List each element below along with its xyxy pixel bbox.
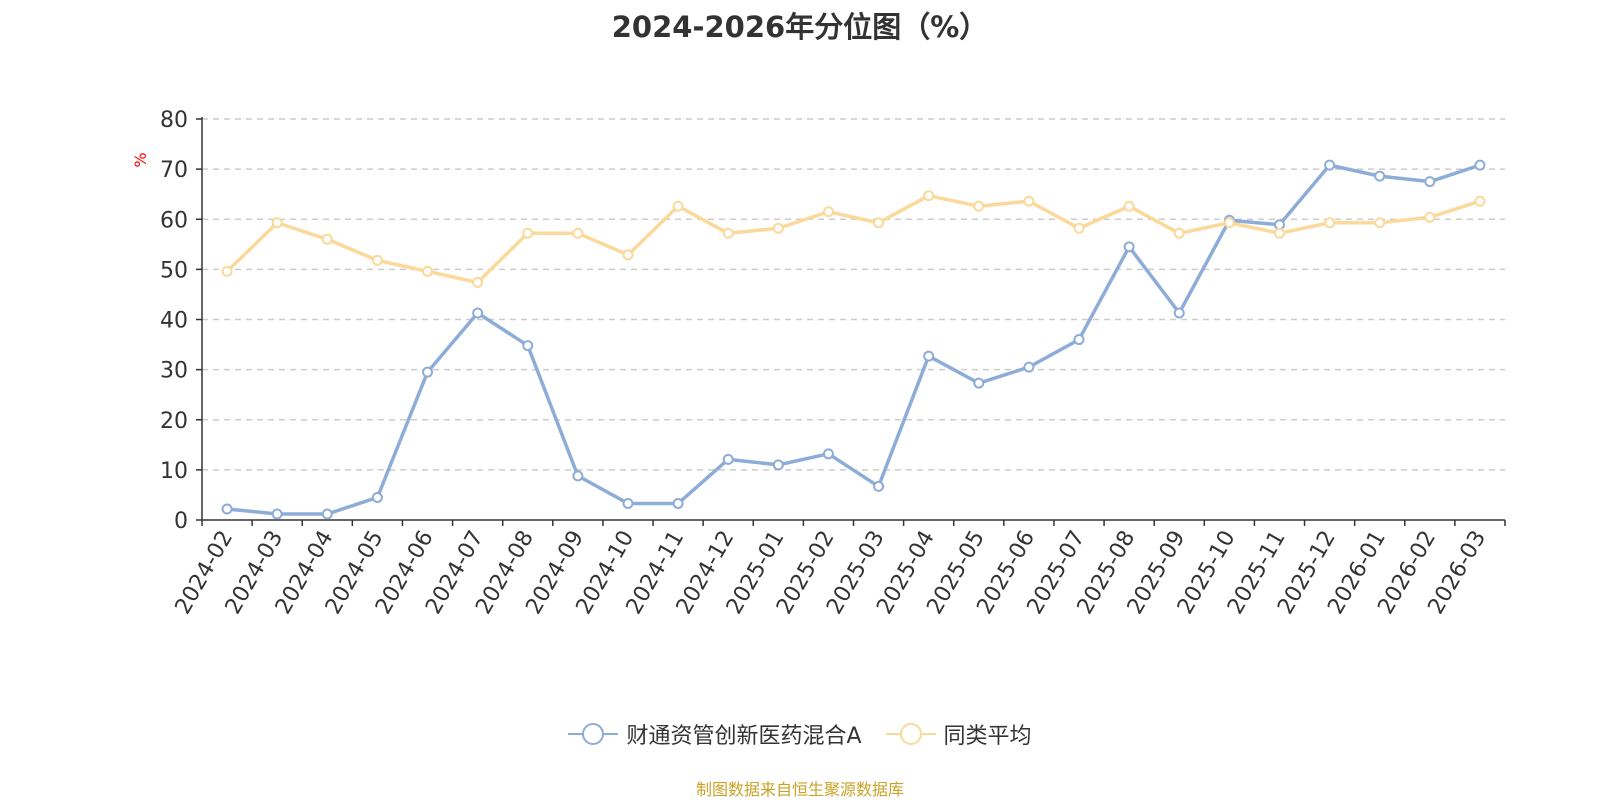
data-point <box>1374 170 1386 182</box>
y-tick-label: 30 <box>160 359 188 384</box>
data-point <box>1324 217 1336 229</box>
data-point <box>1424 211 1436 223</box>
data-point <box>1273 227 1285 239</box>
series-line-0 <box>226 163 1481 516</box>
data-point <box>873 480 885 492</box>
data-point <box>1223 217 1235 229</box>
legend-item[interactable]: 同类平均 <box>885 718 1032 750</box>
data-point <box>923 350 935 362</box>
source-note: 制图数据来自恒生聚源数据库 <box>695 780 904 799</box>
data-point <box>1173 307 1185 319</box>
data-point <box>321 233 333 245</box>
data-point <box>472 307 484 319</box>
data-point <box>1474 195 1486 207</box>
data-point <box>822 206 834 218</box>
data-point <box>672 200 684 212</box>
y-tick-label: 50 <box>160 258 188 283</box>
series-line-1 <box>225 193 1481 285</box>
data-point <box>422 366 434 378</box>
data-point <box>622 497 634 509</box>
data-point <box>221 265 233 277</box>
data-point <box>1123 200 1135 212</box>
tick-labels: 01020304050607080%2024-022024-032024-042… <box>131 108 1491 619</box>
data-point <box>622 249 634 261</box>
y-tick-label: 40 <box>160 309 188 334</box>
y-tick-label: 10 <box>160 459 188 484</box>
data-point <box>271 508 283 520</box>
data-point <box>772 222 784 234</box>
data-point <box>1374 217 1386 229</box>
data-point <box>422 265 434 277</box>
legend-label: 同类平均 <box>943 724 1032 749</box>
data-point <box>1123 241 1135 253</box>
data-point <box>722 453 734 465</box>
data-point <box>371 254 383 266</box>
legend: 财通资管创新医药混合A 同类平均 <box>0 718 1600 750</box>
data-point <box>1023 195 1035 207</box>
data-point <box>923 190 935 202</box>
data-point <box>973 377 985 389</box>
y-tick-label: 70 <box>160 158 188 183</box>
legend-marker-icon <box>885 723 936 745</box>
data-point <box>822 448 834 460</box>
data-point <box>1073 222 1085 234</box>
data-point <box>722 227 734 239</box>
legend-marker-icon <box>568 723 619 745</box>
data-point <box>1324 159 1336 171</box>
grid-lines <box>202 118 1505 471</box>
y-tick-label: 80 <box>160 108 188 133</box>
legend-label: 财通资管创新医药混合A <box>626 724 862 749</box>
data-point <box>1424 176 1436 188</box>
y-axis-label: % <box>131 152 150 167</box>
data-point <box>522 340 534 352</box>
y-tick-label: 60 <box>160 208 188 233</box>
data-point <box>772 459 784 471</box>
y-tick-label: 20 <box>160 409 188 434</box>
data-point <box>271 217 283 229</box>
data-point <box>1023 361 1035 373</box>
data-point <box>221 503 233 515</box>
data-point <box>321 508 333 520</box>
data-point <box>873 217 885 229</box>
data-point <box>1474 159 1486 171</box>
data-point <box>371 491 383 503</box>
axes <box>196 117 1506 526</box>
data-point <box>1073 334 1085 346</box>
legend-item[interactable]: 财通资管创新医药混合A <box>568 718 862 750</box>
data-point <box>572 470 584 482</box>
series-lines <box>221 159 1486 520</box>
data-point <box>973 200 985 212</box>
chart-title: 2024-2026年分位图（%） <box>611 10 989 44</box>
data-point <box>672 497 684 509</box>
data-point <box>572 227 584 239</box>
y-tick-label: 0 <box>174 509 188 534</box>
data-point <box>472 276 484 288</box>
data-point <box>522 227 534 239</box>
data-point <box>1173 227 1185 239</box>
